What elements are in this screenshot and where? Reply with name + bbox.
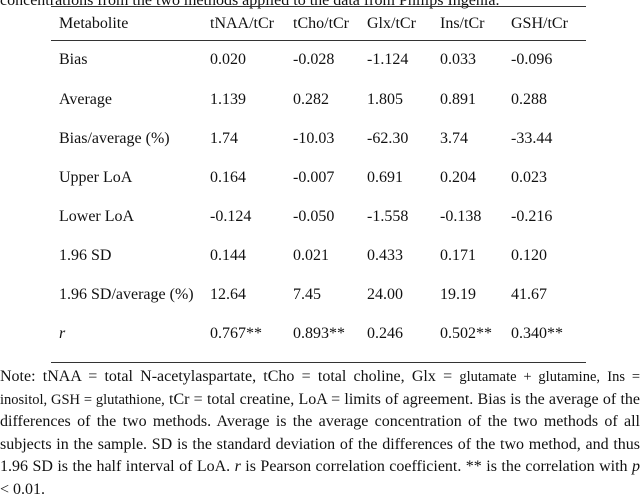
table-cell: 0.021: [293, 246, 329, 264]
note-p-symbol: p: [632, 458, 640, 475]
table-cell: 0.433: [367, 246, 403, 264]
table-cell: 24.00: [367, 285, 403, 303]
row-label: Average: [59, 90, 112, 108]
note-body-2: is Pearson correlation coefficient. ** i…: [240, 458, 632, 475]
table-cell: 1.74: [210, 129, 238, 147]
table-cell: -10.03: [293, 129, 335, 147]
row-label: r: [59, 324, 66, 342]
column-header-gsh: GSH/tCr: [511, 14, 568, 32]
column-header-tnaa: tNAA/tCr: [210, 14, 274, 32]
table-cell: 0.144: [210, 246, 246, 264]
table-cell: 0.502**: [440, 324, 492, 342]
table-cell: 0.204: [440, 168, 476, 186]
row-label: Bias/average (%): [59, 129, 170, 147]
table-cell: 0.893**: [293, 324, 345, 342]
note-prefix: Note: tNAA = total N-acetylaspartate, tC…: [0, 368, 460, 385]
note-r-symbol: r: [234, 458, 241, 475]
table-cell: -0.216: [511, 207, 553, 225]
note-ins-definition: Ins = inositol, GSH = glutathione,: [0, 369, 640, 408]
table-row: r 0.767** 0.893** 0.246 0.502** 0.340**: [51, 314, 586, 353]
table-row: Upper LoA 0.164 -0.007 0.691 0.204 0.023: [51, 158, 586, 197]
table-cell: 0.033: [440, 51, 476, 68]
row-label: Upper LoA: [59, 168, 133, 186]
table-cell: 0.288: [511, 90, 547, 108]
table-row: 1.96 SD 0.144 0.021 0.433 0.171 0.120: [51, 236, 586, 275]
note-body-1: tCr = total creatine, LoA = limits of ag…: [0, 390, 640, 476]
row-label: Lower LoA: [59, 207, 135, 225]
table-note: Note: tNAA = total N-acetylaspartate, tC…: [0, 366, 640, 501]
table-cell: 7.45: [293, 285, 321, 303]
table-cell: 1.805: [367, 90, 403, 108]
table-cell: 0.020: [210, 51, 246, 68]
table-cell: 0.246: [367, 324, 403, 342]
table-cell: 1.139: [210, 90, 246, 108]
row-label: Bias: [59, 51, 88, 68]
table-cell: 3.74: [440, 129, 468, 147]
column-header-metabolite: Metabolite: [59, 14, 129, 32]
table-cell: 0.767**: [210, 324, 262, 342]
table-cell: 0.282: [293, 90, 329, 108]
table-cell: -1.558: [367, 207, 409, 225]
table-top-rule: [51, 6, 586, 7]
table-row: Average 1.139 0.282 1.805 0.891 0.288: [51, 80, 586, 119]
table-header-rule: [51, 40, 586, 41]
table-header-row: Metabolite tNAA/tCr tCho/tCr Glx/tCr Ins…: [51, 7, 586, 40]
table-cell: 0.171: [440, 246, 476, 264]
table-bottom-rule: [51, 362, 586, 363]
table-cell: 0.120: [511, 246, 547, 264]
table-row: 1.96 SD/average (%) 12.64 7.45 24.00 19.…: [51, 275, 586, 314]
note-body-3: < 0.01.: [0, 480, 46, 498]
table-cell: 0.023: [511, 168, 547, 186]
row-label: 1.96 SD/average (%): [59, 285, 194, 303]
row-label: 1.96 SD: [59, 246, 112, 264]
results-table: Metabolite tNAA/tCr tCho/tCr Glx/tCr Ins…: [51, 7, 586, 353]
table-row: Bias/average (%) 1.74 -10.03 -62.30 3.74…: [51, 119, 586, 158]
table-cell: -0.096: [511, 51, 553, 68]
table-cell: 0.164: [210, 168, 246, 186]
table-cell: 12.64: [210, 285, 246, 303]
table-cell: -1.124: [367, 51, 409, 68]
table-cell: -0.028: [293, 51, 335, 68]
table-cell: -62.30: [367, 129, 409, 147]
column-header-tcho: tCho/tCr: [293, 14, 350, 32]
table-cell: -33.44: [511, 129, 553, 147]
column-header-ins: Ins/tCr: [440, 14, 485, 32]
table-cell: -0.138: [440, 207, 482, 225]
table-cell: -0.124: [210, 207, 252, 225]
table-row: Lower LoA -0.124 -0.050 -1.558 -0.138 -0…: [51, 197, 586, 236]
table-cell: 0.340**: [511, 324, 563, 342]
table-cell: 0.891: [440, 90, 476, 108]
table-cell: 41.67: [511, 285, 547, 303]
table-cell: -0.050: [293, 207, 335, 225]
note-glx-definition: glutamate + glutamine,: [459, 369, 601, 385]
table-cell: 0.691: [367, 168, 403, 186]
table-cell: 19.19: [440, 285, 476, 303]
table-cell: -0.007: [293, 168, 335, 186]
table-row: Bias 0.020 -0.028 -1.124 0.033 -0.096: [51, 40, 586, 80]
column-header-glx: Glx/tCr: [367, 14, 416, 32]
table-caption-fragment: concentrations from the two methods appl…: [0, 0, 500, 9]
